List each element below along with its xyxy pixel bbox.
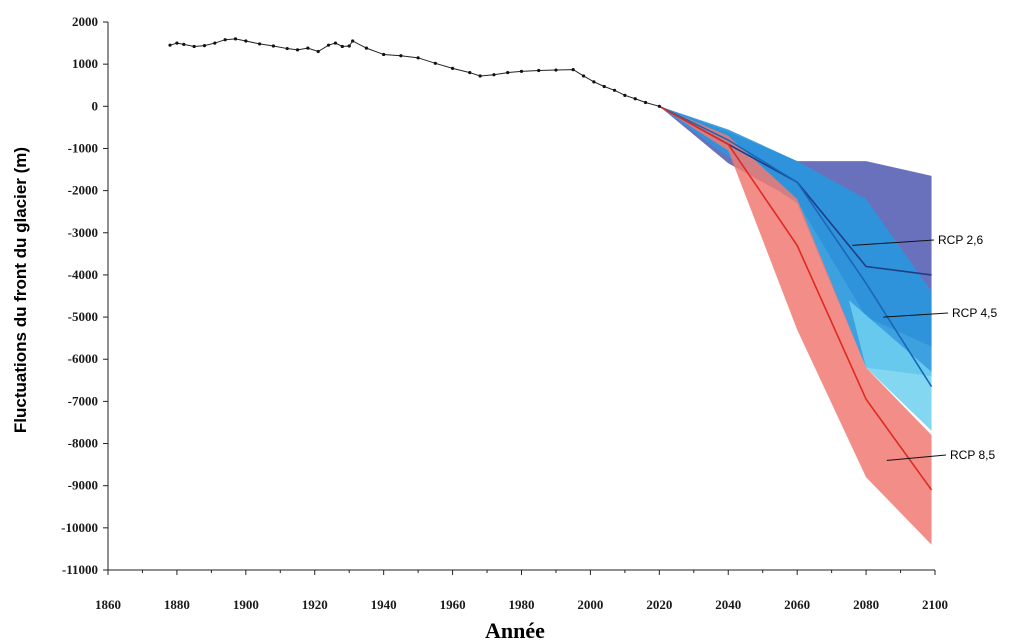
x-tick-label: 2080 — [853, 597, 879, 612]
y-tick-label: -6000 — [68, 351, 98, 366]
observed-line — [169, 38, 660, 107]
observed-point — [602, 84, 606, 89]
observed-point — [519, 69, 524, 73]
annotation-label: RCP 8,5 — [950, 448, 995, 462]
observed-point — [285, 46, 289, 51]
observed-point — [450, 66, 455, 70]
band-rcp-4-5 — [659, 106, 932, 377]
observed-point — [468, 70, 472, 75]
observed-point — [202, 44, 207, 48]
observed-point — [271, 44, 275, 48]
y-tick-label: -7000 — [68, 393, 98, 408]
y-tick-label: 1000 — [72, 56, 98, 71]
observed-point — [399, 54, 403, 58]
x-tick-label: 1960 — [440, 597, 466, 612]
observed-point — [333, 41, 338, 45]
observed-point — [554, 68, 558, 72]
y-tick-label: -10000 — [61, 520, 98, 535]
observed-point — [537, 68, 541, 73]
x-axis-label: Année — [485, 618, 545, 643]
observed-point — [326, 43, 331, 47]
observed-point — [492, 73, 496, 77]
annotation-label: RCP 2,6 — [938, 233, 983, 247]
x-tick-label: 1920 — [302, 597, 328, 612]
annotation-label: RCP 4,5 — [952, 306, 997, 320]
observed-point — [213, 41, 217, 45]
observed-point — [168, 43, 172, 47]
observed-point — [223, 38, 227, 42]
observed-point — [316, 49, 320, 54]
observed-point — [506, 70, 510, 75]
observed-point — [233, 37, 238, 41]
observed-point — [258, 42, 262, 46]
annotations: RCP 2,6 RCP 4,5 RCP 8,5 — [852, 233, 997, 462]
observed-point — [592, 80, 596, 84]
x-tick-label: 1880 — [164, 597, 190, 612]
observed-point — [416, 56, 420, 60]
x-tick-label: 2100 — [922, 597, 948, 612]
observed-point — [478, 74, 482, 78]
annotation-leader — [883, 312, 949, 318]
observed-point — [244, 39, 248, 43]
uncertainty-bands — [659, 106, 932, 545]
y-tick-label: -4000 — [68, 267, 98, 282]
y-tick-label: -5000 — [68, 309, 98, 324]
band-accent — [848, 300, 932, 431]
observed-series — [168, 37, 661, 108]
y-axis-label: Fluctuations du front du glacier (m) — [11, 147, 30, 433]
y-tick-label: -1000 — [68, 140, 98, 155]
observed-point — [433, 61, 437, 65]
x-tick-label: 1860 — [95, 597, 121, 612]
y-tick-label: -9000 — [68, 478, 98, 493]
observed-point — [340, 44, 344, 49]
x-tick-label: 2020 — [646, 597, 672, 612]
band-rcp-8-5 — [659, 106, 932, 545]
observed-point — [643, 100, 648, 105]
observed-point — [192, 44, 196, 49]
x-tick-label: 1980 — [509, 597, 535, 612]
x-tick-label: 2000 — [577, 597, 603, 612]
y-tick-label: -8000 — [68, 436, 98, 451]
observed-point — [612, 88, 617, 92]
observed-point — [295, 48, 300, 52]
observed-point — [657, 104, 661, 108]
observed-point — [351, 39, 355, 43]
observed-point — [182, 42, 186, 46]
y-tick-label: 2000 — [72, 14, 98, 29]
observed-point — [347, 44, 351, 48]
observed-point — [633, 97, 637, 101]
observed-point — [364, 46, 369, 50]
line-rcp-8-5 — [658, 105, 933, 491]
annotation-leader — [886, 454, 947, 461]
observed-point — [581, 74, 586, 78]
axes: 2000 1000 0 -1000 -2000 -3000 -4000 -5000 -6000 -… — [61, 14, 948, 612]
observed-point — [571, 68, 575, 72]
observed-point — [623, 93, 627, 97]
x-tick-label: 1900 — [233, 597, 259, 612]
x-tick-label: 2040 — [715, 597, 741, 612]
y-tick-label: 0 — [92, 98, 99, 113]
observed-point — [306, 46, 310, 50]
observed-point — [382, 52, 386, 57]
observed-point — [175, 41, 179, 45]
y-tick-label: -2000 — [68, 183, 98, 198]
annotation-leader — [852, 239, 935, 246]
line-rcp-4-5 — [658, 105, 933, 388]
x-tick-label: 1940 — [371, 597, 397, 612]
x-tick-label: 2060 — [784, 597, 810, 612]
y-tick-label: -3000 — [68, 225, 98, 240]
y-tick-label: -11000 — [62, 562, 98, 577]
series-lines — [658, 105, 933, 491]
